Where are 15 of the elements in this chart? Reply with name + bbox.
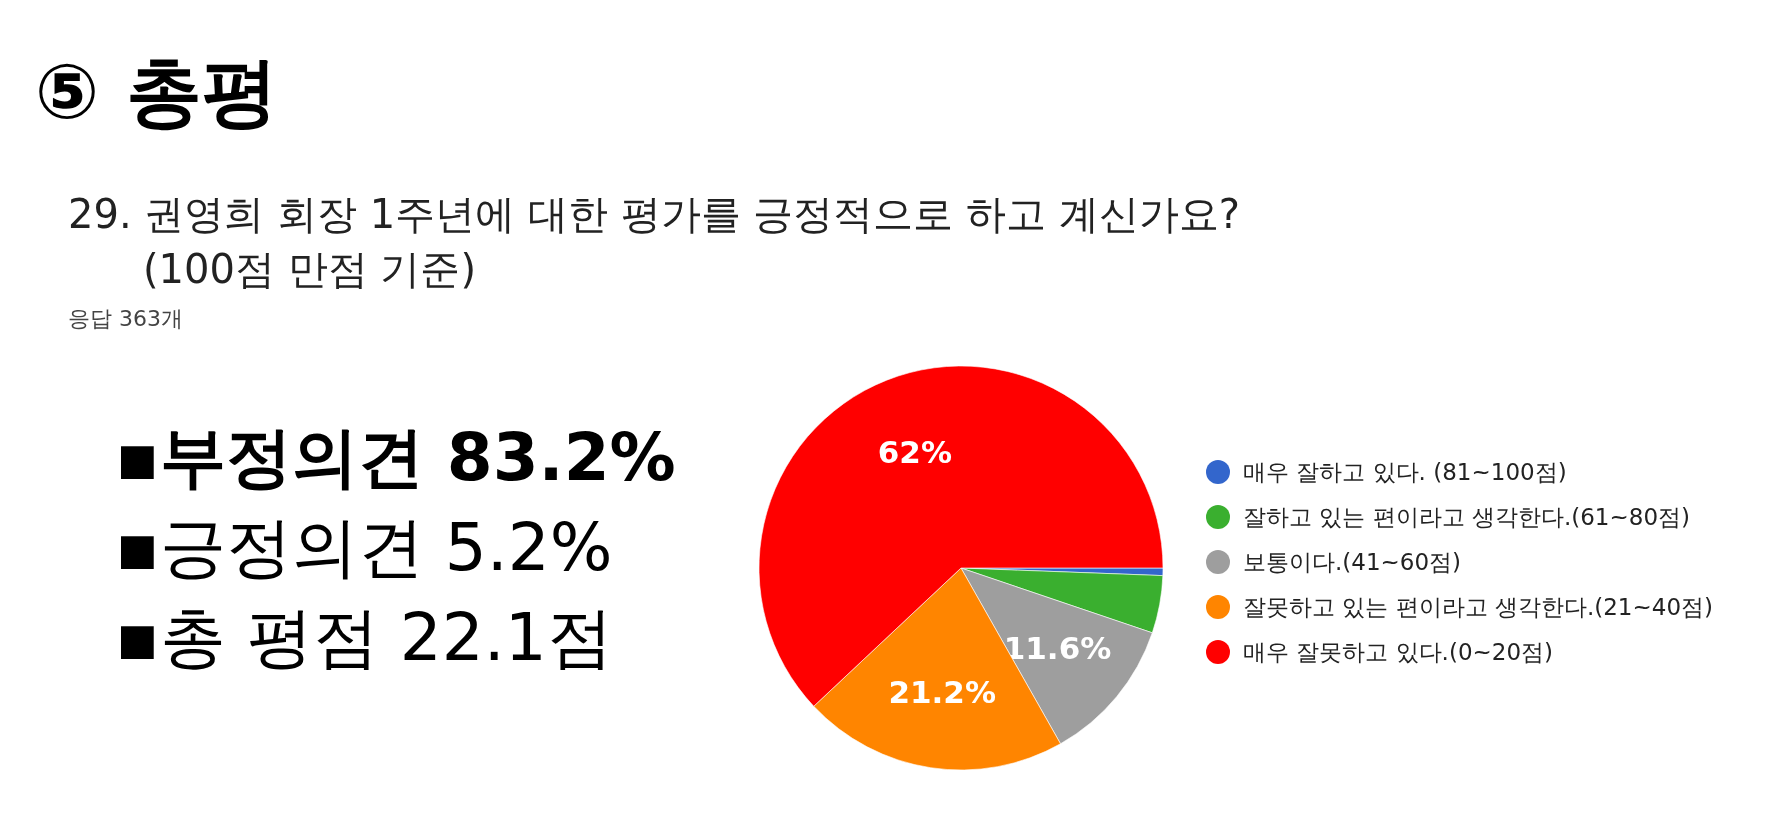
chart-title: ⑤ 총평 [35, 47, 278, 136]
pie: 11.6% 21.2% 62% [758, 365, 1164, 771]
text: ▪긍정의견 5.2% [115, 509, 613, 586]
text: ▪부정의견 83.2% [115, 419, 676, 496]
data-label: 62% [877, 433, 952, 470]
legend-label: 잘못하고 있는 편이라고 생각한다.(21~40점) [1243, 594, 1713, 620]
legend-label: 잘하고 있는 편이라고 생각한다.(61~80점) [1243, 504, 1690, 530]
legend-label: 매우 잘못하고 있다.(0~20점) [1243, 639, 1554, 665]
data-label: 11.6% [1003, 629, 1112, 666]
chart-subtitle: 29. 권영희 회장 1주년에 대한 평가를 긍정적으로 하고 계신가요? (100점 만점 기준) [68, 191, 1241, 292]
text: 응답 363개 [68, 306, 183, 331]
text: ▪총 평점 22.1점 [115, 599, 613, 676]
legend-label: 보통이다.(41~60점) [1243, 549, 1462, 575]
data-label: 21.2% [888, 673, 996, 710]
legend-label: 매우 잘하고 있다. (81~100점) [1243, 459, 1567, 485]
